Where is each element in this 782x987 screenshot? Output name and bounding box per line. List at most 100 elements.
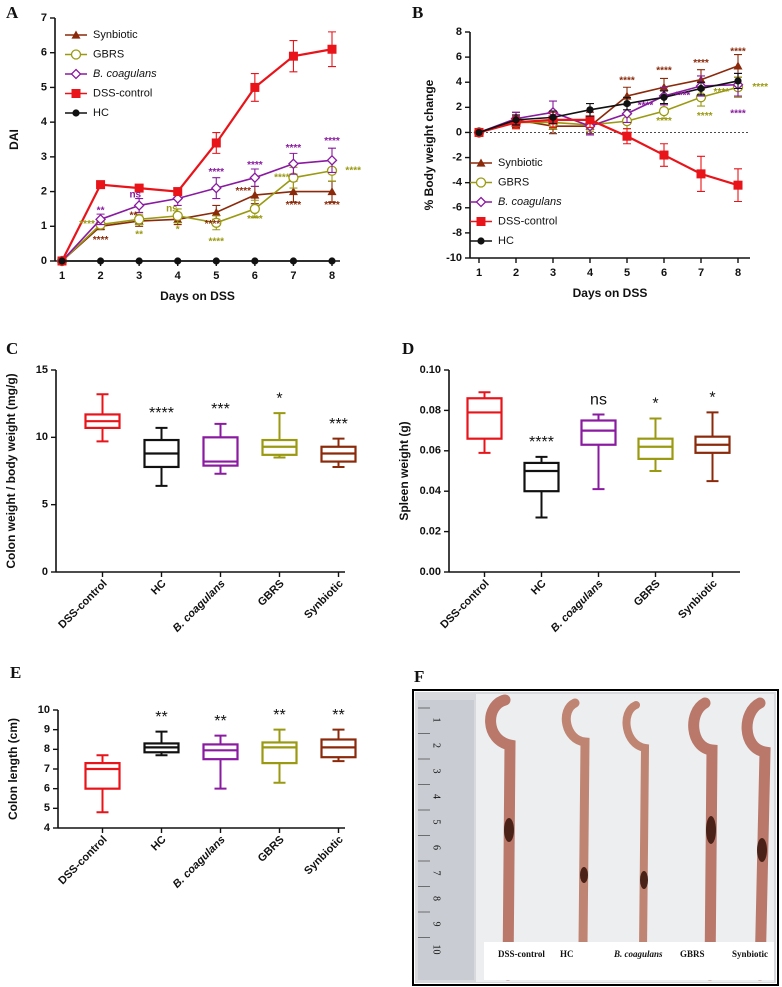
box xyxy=(466,397,503,440)
y-tick-label: 0 xyxy=(42,566,48,578)
x-tick-label: 8 xyxy=(329,270,335,282)
marker xyxy=(549,113,557,121)
y-tick-label: 0.06 xyxy=(420,445,441,457)
colon xyxy=(741,697,771,981)
marker xyxy=(621,108,633,120)
x-axis-title: Days on DSS xyxy=(160,289,235,303)
photo-label: Synbiotic xyxy=(732,949,768,959)
photo-panel xyxy=(412,689,779,986)
y-tick-label: 15 xyxy=(36,364,48,376)
x-tick-label: Synbiotic xyxy=(302,834,345,877)
marker xyxy=(250,190,260,199)
x-tick-label: GBRS xyxy=(256,578,287,609)
significance: * xyxy=(276,390,282,407)
y-tick-label: 0 xyxy=(41,255,47,267)
marker xyxy=(733,61,743,70)
y-axis-title: Colon weight / body weight (mg/g) xyxy=(4,373,18,568)
photo-label: GBRS xyxy=(680,949,705,959)
annotation: **** xyxy=(693,58,709,69)
y-tick-label: 0.10 xyxy=(420,364,441,376)
marker xyxy=(512,116,520,124)
y-tick-label: 2 xyxy=(41,185,47,197)
legend-label: Synbiotic xyxy=(498,157,543,169)
annotation: ** xyxy=(135,230,143,241)
box-whisker xyxy=(214,422,227,475)
y-axis-title: Spleen weight (g) xyxy=(397,421,411,520)
x-tick-label: Synbiotic xyxy=(302,578,345,621)
annotation: **** xyxy=(286,143,302,154)
marker xyxy=(70,49,82,60)
x-tick-label: 2 xyxy=(513,267,519,279)
annotation: ns xyxy=(129,190,141,201)
marker xyxy=(96,257,105,265)
annotation: ** xyxy=(129,211,137,222)
dark-segment xyxy=(580,867,588,883)
box-whisker xyxy=(592,413,605,491)
significance: ** xyxy=(332,707,344,724)
y-tick-label: 5 xyxy=(41,81,47,93)
ruler-number: 1 xyxy=(431,718,442,723)
marker xyxy=(696,169,706,179)
x-tick-label: 6 xyxy=(661,267,667,279)
ruler-number: 9 xyxy=(431,922,442,927)
y-tick-label: 4 xyxy=(41,116,48,128)
box-whisker xyxy=(649,417,662,472)
x-tick-label: DSS-control xyxy=(56,578,109,631)
x-tick-label: GBRS xyxy=(256,834,287,865)
y-tick-label: 7 xyxy=(41,12,47,24)
x-axis-title: Days on DSS xyxy=(573,286,648,300)
ruler-number: 7 xyxy=(431,871,442,876)
x-tick-label: HC xyxy=(149,578,169,598)
marker xyxy=(133,200,145,211)
marker xyxy=(172,193,184,204)
ruler xyxy=(418,700,474,980)
box-whisker xyxy=(478,391,491,454)
x-tick-label: B. coagulans xyxy=(171,834,228,891)
marker xyxy=(58,257,66,265)
box-whisker xyxy=(155,730,168,757)
panel-label: B xyxy=(412,3,423,22)
marker xyxy=(134,183,144,193)
legend-label: GBRS xyxy=(93,48,124,60)
box-whisker xyxy=(332,728,345,763)
x-tick-label: 5 xyxy=(213,270,219,282)
significance: **** xyxy=(529,434,554,451)
annotation: **** xyxy=(675,91,691,102)
marker xyxy=(250,82,260,92)
marker xyxy=(623,99,631,108)
legend-label: DSS-control xyxy=(93,87,152,99)
marker xyxy=(249,203,261,215)
significance: *** xyxy=(329,416,348,433)
ruler-number: 4 xyxy=(431,794,442,799)
legend-label: GBRS xyxy=(498,176,529,188)
y-tick-label: 10 xyxy=(36,431,48,443)
legend-label: HC xyxy=(498,235,514,247)
legend-label: DSS-control xyxy=(498,215,557,227)
ruler-number: 8 xyxy=(431,896,442,901)
y-tick-label: 4 xyxy=(456,76,463,88)
marker xyxy=(476,217,486,226)
ruler-number: 3 xyxy=(431,769,442,774)
marker xyxy=(211,138,221,148)
marker xyxy=(697,84,705,93)
ruler-number: 10 xyxy=(431,945,442,955)
label-strip xyxy=(484,942,774,980)
annotation: **** xyxy=(345,165,361,176)
panel-label: D xyxy=(402,339,414,358)
photo-label: HC xyxy=(560,949,574,959)
y-tick-label: 6 xyxy=(41,47,47,59)
marker xyxy=(659,150,669,160)
x-tick-label: 4 xyxy=(587,267,594,279)
y-tick-label: 1 xyxy=(41,220,47,232)
x-tick-label: 3 xyxy=(136,270,142,282)
marker xyxy=(288,187,298,196)
marker xyxy=(133,214,145,225)
x-tick-label: 1 xyxy=(476,267,482,279)
annotation: **** xyxy=(730,47,746,58)
significance: ** xyxy=(214,713,226,730)
x-tick-label: 1 xyxy=(59,270,65,282)
marker xyxy=(475,128,483,137)
series-line xyxy=(478,80,739,134)
significance: * xyxy=(709,390,715,407)
